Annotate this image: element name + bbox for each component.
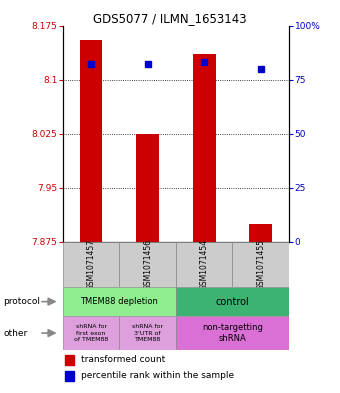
Text: GSM1071454: GSM1071454 (200, 239, 209, 290)
Text: percentile rank within the sample: percentile rank within the sample (81, 371, 234, 380)
Text: shRNA for
first exon
of TMEM88: shRNA for first exon of TMEM88 (74, 324, 108, 342)
Bar (176, 242, 233, 287)
Bar (176, 316, 289, 350)
Bar (65, 355, 74, 365)
Text: protocol: protocol (3, 297, 40, 306)
Text: transformed count: transformed count (81, 355, 165, 364)
Text: GDS5077 / ILMN_1653143: GDS5077 / ILMN_1653143 (93, 12, 247, 25)
Bar (250, 224, 272, 242)
Bar (136, 134, 159, 242)
Bar (119, 316, 176, 350)
Bar (63, 316, 119, 350)
Text: GSM1071457: GSM1071457 (87, 239, 96, 290)
Bar (63, 287, 176, 316)
Bar (176, 287, 289, 316)
Text: shRNA for
3'UTR of
TMEM88: shRNA for 3'UTR of TMEM88 (132, 324, 163, 342)
Text: GSM1071456: GSM1071456 (143, 239, 152, 290)
Bar (80, 40, 102, 242)
Bar (193, 54, 216, 242)
Bar (63, 242, 119, 287)
Text: TMEM88 depletion: TMEM88 depletion (81, 297, 158, 306)
Text: control: control (216, 297, 249, 307)
Text: GSM1071455: GSM1071455 (256, 239, 265, 290)
Bar (65, 371, 74, 381)
Text: non-targetting
shRNA: non-targetting shRNA (202, 323, 263, 343)
Bar (119, 242, 176, 287)
Bar (233, 242, 289, 287)
Text: other: other (3, 329, 28, 338)
